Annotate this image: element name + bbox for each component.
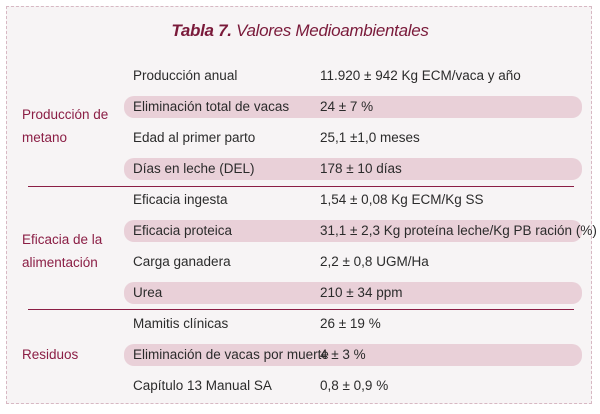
table-row: Urea 210 ± 34 ppm <box>124 282 582 304</box>
row-value: 31,1 ± 2,3 Kg proteína leche/Kg PB ració… <box>320 223 597 238</box>
row-value: 26 ± 19 % <box>320 316 381 331</box>
table-panel <box>6 6 592 404</box>
table-row: Días en leche (DEL) 178 ± 10 días <box>124 158 582 180</box>
row-label: Edad al primer parto <box>133 130 256 145</box>
table-row: Eliminación total de vacas 24 ± 7 % <box>124 96 582 118</box>
table-caption: Valores Medioambientales <box>236 21 429 40</box>
row-value: 178 ± 10 días <box>320 161 402 176</box>
section-label-metano: Producción de metano <box>22 107 109 145</box>
table-row: Carga ganadera 2,2 ± 0,8 UGM/Ha <box>124 251 582 273</box>
row-label: Carga ganadera <box>133 254 231 269</box>
section-label-residuos: Residuos <box>22 347 79 362</box>
row-label: Producción anual <box>133 68 238 83</box>
row-value: 0,8 ± 0,9 % <box>320 378 389 393</box>
section-label-alimentacion: Eficacia de la alimentación <box>22 232 103 270</box>
row-label: Eficacia ingesta <box>133 192 228 207</box>
row-value: 25,1 ±1,0 meses <box>320 130 420 145</box>
row-value: 1,54 ± 0,08 Kg ECM/Kg SS <box>320 192 484 207</box>
table-row: Eficacia proteica 31,1 ± 2,3 Kg proteína… <box>124 220 597 242</box>
row-label: Eficacia proteica <box>133 223 233 238</box>
row-label: Días en leche (DEL) <box>133 161 255 176</box>
table-title: Tabla 7. Valores Medioambientales <box>0 21 600 41</box>
row-value: 24 ± 7 % <box>320 99 374 114</box>
row-label: Eliminación total de vacas <box>133 99 290 114</box>
table-number: Tabla 7. <box>171 21 232 40</box>
row-value: 4 ± 3 % <box>320 347 366 362</box>
row-value: 210 ± 34 ppm <box>320 285 403 300</box>
table-row: Eliminación de vacas por muerte 4 ± 3 % <box>124 344 582 366</box>
table-row: Producción anual 11.920 ± 942 Kg ECM/vac… <box>124 65 582 87</box>
row-label: Eliminación de vacas por muerte <box>133 347 329 362</box>
table-row: Edad al primer parto 25,1 ±1,0 meses <box>124 127 582 149</box>
section-divider <box>28 186 574 187</box>
row-label: Capítulo 13 Manual SA <box>133 378 272 393</box>
table-row: Capítulo 13 Manual SA 0,8 ± 0,9 % <box>124 375 582 397</box>
row-value: 11.920 ± 942 Kg ECM/vaca y año <box>320 68 521 83</box>
section-divider <box>28 309 574 310</box>
row-label: Urea <box>133 285 163 300</box>
table-row: Eficacia ingesta 1,54 ± 0,08 Kg ECM/Kg S… <box>124 189 582 211</box>
row-label: Mamitis clínicas <box>133 316 229 331</box>
table-row: Mamitis clínicas 26 ± 19 % <box>124 313 582 335</box>
row-value: 2,2 ± 0,8 UGM/Ha <box>320 254 429 269</box>
